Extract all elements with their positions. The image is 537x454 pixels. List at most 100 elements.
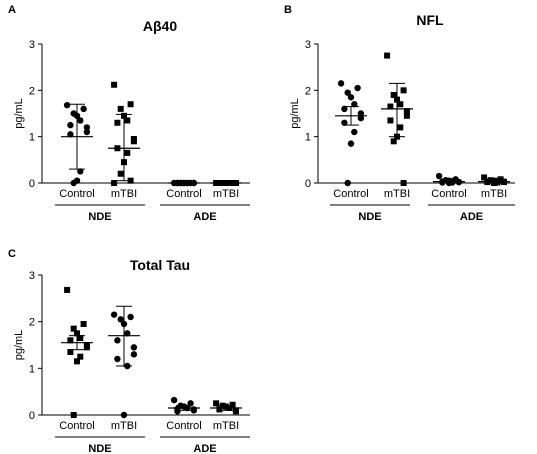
panel-a-data-point [80, 105, 87, 113]
panel-c-data-point [110, 311, 118, 318]
panel-b-y-tick-label: 0 [305, 178, 311, 190]
panel-a-data-point [77, 168, 84, 175]
panel-a-data-point [67, 121, 74, 129]
panel-c-letter: C [8, 248, 16, 260]
panel-b-data-point [344, 89, 351, 96]
panel-b-data-point [387, 103, 394, 110]
panel-b-letter: B [284, 4, 292, 16]
panel-c-data-point [130, 351, 138, 358]
panel-c-y-tick-label: 2 [29, 317, 35, 329]
panel-b-y-tick-label: 3 [305, 39, 311, 51]
panel-b-data-point [497, 176, 504, 183]
panel-a-letter: A [8, 4, 16, 16]
panel-a-y-tick-label: 2 [29, 85, 35, 97]
panel-b-y-tick-label: 1 [305, 132, 311, 144]
panel-b-group-label: NDE [358, 211, 381, 223]
panel-c-data-point [74, 330, 80, 337]
panel-a-group-label: ADE [193, 211, 216, 223]
panel-b-data-point [481, 174, 488, 181]
panel-b-data-point [403, 108, 410, 115]
panel-c-category-label: Control [59, 420, 94, 432]
panel-b-data-point [357, 110, 365, 117]
panel-c-data-point [124, 330, 131, 337]
panel-b-data-point [344, 179, 351, 187]
panel-a-data-point [77, 117, 84, 124]
panel-b-category-label: Control [333, 188, 368, 200]
panel-c-data-point [117, 316, 124, 323]
panel-c-data-point [80, 321, 87, 327]
panel-b-data-point [387, 117, 394, 124]
panel-c-data-point [130, 344, 138, 351]
panel-c-y-tick-label: 1 [29, 363, 35, 375]
panel-a-y-tick-label: 0 [29, 178, 35, 190]
panel-a-data-point [117, 105, 124, 112]
panel-c-category-label: Control [166, 420, 201, 432]
panel-b-data-point [397, 124, 404, 131]
panel-b-category-label: mTBI [384, 188, 410, 200]
panel-c-data-point [67, 337, 74, 344]
panel-c-data-point [83, 344, 90, 351]
panel-a-group-label: NDE [88, 211, 111, 223]
panel-c-data-point [170, 396, 178, 404]
panel-b-data-point [491, 180, 497, 186]
panel-c-title: Total Tau [129, 257, 191, 273]
panel-b-data-point [400, 180, 407, 186]
panel-a-data-point [63, 101, 71, 109]
panel-b-data-point [357, 114, 365, 122]
panel-c-data-point [114, 337, 121, 344]
panel-c-data-point [64, 286, 71, 293]
panel-c-data-point [114, 355, 121, 363]
panel-c-data-point [70, 325, 77, 332]
panel-c-data-point [174, 408, 181, 415]
panel-b-data-point [400, 87, 407, 94]
panel-b-data-point [403, 112, 410, 119]
panel-b-data-point [351, 101, 358, 108]
panel-a-category-label: mTBI [213, 188, 239, 200]
panel-b-data-point [397, 101, 404, 108]
panel-b-data-point [435, 172, 443, 180]
panel-a-data-point [124, 149, 131, 156]
panel-b-data-point [337, 80, 345, 87]
panel-b-data-point [351, 128, 358, 136]
panel-a-category-label: mTBI [111, 188, 137, 200]
panel-c-y-tick-label: 3 [29, 270, 35, 282]
panel-b-y-tick-label: 2 [305, 85, 311, 97]
panel-c-data-point [67, 349, 74, 355]
panel-a-data-point [124, 117, 131, 124]
panel-c-data-point [120, 411, 128, 419]
panel-a-data-point [111, 180, 118, 186]
panel-a-data-point [117, 170, 124, 177]
panel-b-data-point [384, 52, 391, 59]
panel-a-data-point [127, 101, 134, 108]
panel-b-data-point [341, 119, 348, 126]
panel-c-y-axis-label: pg/mL [13, 330, 25, 361]
panel-b-data-point [390, 91, 397, 98]
panel-b-data-point [341, 105, 348, 113]
panel-c-data-point [70, 412, 77, 418]
panel-c-data-point [229, 401, 236, 408]
panel-a-title: Aβ40 [142, 18, 178, 34]
panel-a-data-point [114, 119, 121, 126]
panel-c-data-point [74, 358, 80, 365]
panel-a-data-point [67, 131, 74, 138]
panel-b-data-point [354, 84, 361, 92]
panel-c-data-point [127, 313, 134, 321]
panel-b-group-label: ADE [460, 211, 483, 223]
panel-c-data-point [190, 407, 198, 414]
panel-a-data-point [111, 81, 118, 88]
panel-a-y-tick-label: 3 [29, 39, 35, 51]
panel-a-category-label: Control [59, 188, 94, 200]
panel-b-y-axis-label: pg/mL [289, 98, 301, 129]
panel-a-y-axis-label: pg/mL [13, 98, 25, 129]
panel-a-data-point [130, 138, 137, 145]
panel-b-category-label: mTBI [481, 188, 507, 200]
panel-c-y-tick-label: 0 [29, 410, 35, 422]
panel-b-data-point [347, 140, 355, 147]
panel-c-data-point [216, 406, 223, 413]
panel-c-data-point [213, 400, 220, 407]
panel-b-data-point [347, 94, 355, 101]
panel-a-data-point [70, 179, 77, 187]
panel-a-category-label: Control [166, 188, 201, 200]
panel-b-category-label: Control [431, 188, 466, 200]
panel-c-group-label: ADE [193, 443, 216, 454]
